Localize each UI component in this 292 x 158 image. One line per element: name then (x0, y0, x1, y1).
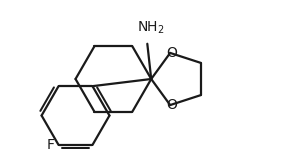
Text: NH$_2$: NH$_2$ (137, 20, 165, 36)
Text: F: F (47, 138, 55, 152)
Text: O: O (166, 98, 177, 112)
Text: O: O (166, 46, 177, 60)
